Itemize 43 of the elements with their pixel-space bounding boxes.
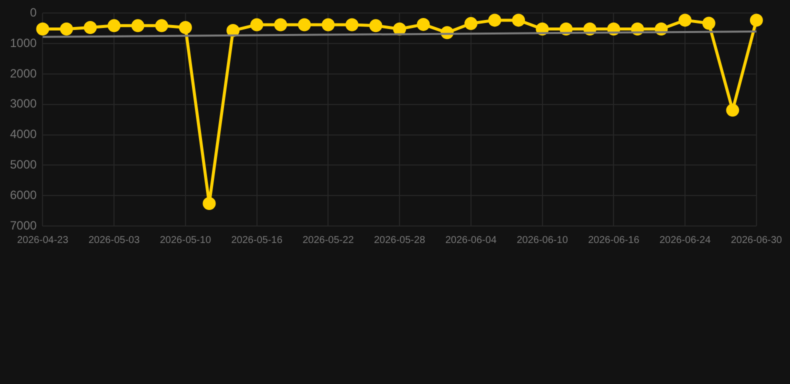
y-tick-label: 3000 — [10, 96, 38, 111]
point — [155, 19, 168, 32]
x-tick-label: 2026-05-22 — [302, 234, 354, 246]
point — [226, 24, 240, 38]
point — [369, 19, 382, 32]
point — [298, 18, 311, 32]
point — [702, 16, 716, 30]
x-tick-label: 2026-05-10 — [160, 234, 212, 246]
point — [84, 20, 97, 34]
y-tick-label: 0 — [30, 6, 38, 20]
x-tick-label: 2026-04-23 — [17, 234, 69, 246]
x-tick-label: 2026-06-04 — [445, 234, 497, 246]
y-tick-label: 6000 — [10, 188, 38, 202]
x-tick-label: 2026-05-03 — [88, 234, 140, 246]
point — [726, 104, 740, 117]
point — [202, 197, 216, 210]
x-tick-label: 2026-06-24 — [659, 234, 712, 246]
x-tick-label: 2026-06-30 — [730, 234, 782, 246]
point — [345, 18, 358, 32]
point — [108, 19, 121, 32]
point — [416, 18, 430, 31]
point — [488, 14, 502, 27]
point — [178, 20, 192, 34]
x-tick-label: 2026-06-16 — [588, 234, 640, 246]
x-tick-label: 2026-06-10 — [516, 234, 568, 246]
point — [322, 18, 335, 32]
point — [131, 19, 144, 32]
point — [274, 18, 288, 32]
point — [393, 22, 406, 36]
x-tick-label: 2026-05-28 — [374, 234, 426, 246]
point — [36, 22, 50, 36]
point — [678, 14, 692, 27]
y-tick-label: 4000 — [10, 127, 38, 142]
y-tick-label: 2000 — [10, 66, 38, 80]
y-tick-label: 5000 — [10, 158, 38, 172]
y-tick-label: 7000 — [10, 218, 38, 232]
x-tick-label: 2026-05-16 — [231, 234, 283, 246]
point — [250, 18, 264, 32]
point — [512, 14, 526, 27]
point — [750, 14, 763, 27]
y-tick-label: 1000 — [10, 36, 38, 50]
point — [464, 17, 478, 30]
point — [60, 22, 73, 36]
